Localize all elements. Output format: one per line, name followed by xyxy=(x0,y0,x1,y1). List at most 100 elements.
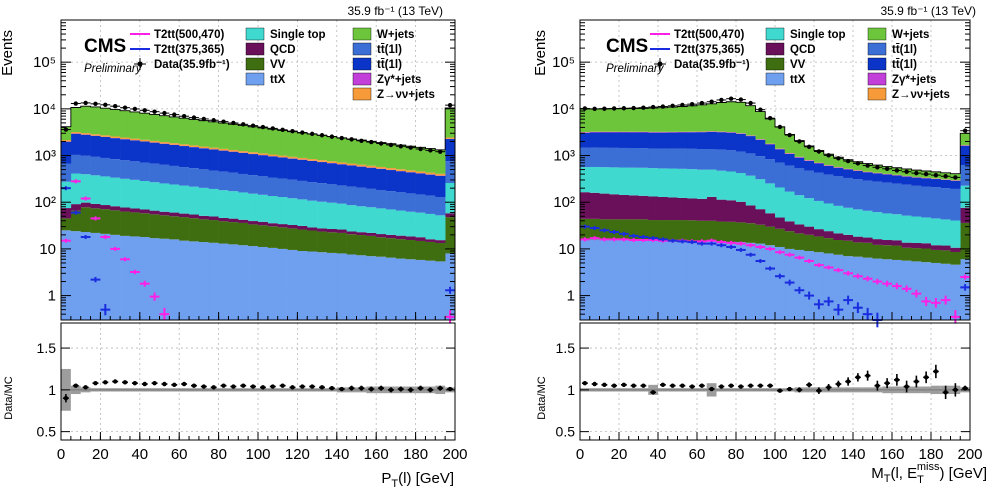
bar-segment xyxy=(267,156,278,178)
bar-segment xyxy=(218,221,229,244)
axes: 0 20 40 60 80 100 120 140 160 180 200 1 10 10² 10³ 10⁴ 1… xyxy=(552,19,983,463)
bar-segment xyxy=(287,179,298,199)
bar-segment xyxy=(248,152,259,154)
bar-segment xyxy=(267,177,278,197)
ratio-point xyxy=(191,383,197,388)
data-point xyxy=(611,106,617,111)
bar-segment xyxy=(687,105,698,132)
bar-segment xyxy=(814,163,825,173)
bar-segment xyxy=(853,256,864,320)
y-tick-label: 10⁴ xyxy=(552,101,575,118)
bar-segment xyxy=(755,111,766,140)
bar-segment xyxy=(784,231,795,249)
bar-segment xyxy=(677,148,688,169)
ratio-point xyxy=(172,382,177,388)
bar-segment xyxy=(415,147,426,172)
bar-segment xyxy=(149,238,160,320)
bar-segment xyxy=(376,208,387,235)
bar-segment xyxy=(120,139,131,161)
bar-segment xyxy=(267,129,278,155)
ratio-uncertainty-band xyxy=(716,388,727,392)
data-point xyxy=(845,158,851,164)
bar-segment xyxy=(589,239,600,320)
bar-segment xyxy=(139,162,150,181)
ratio-point xyxy=(122,380,128,385)
ratio-point xyxy=(836,381,841,387)
bar-segment xyxy=(425,260,436,320)
bar-segment xyxy=(346,234,357,255)
x-tick-label: 80 xyxy=(728,446,745,463)
bar-segment xyxy=(356,255,367,320)
bar-segment xyxy=(921,243,932,249)
legend-swatch xyxy=(137,61,143,67)
bar-segment xyxy=(843,169,854,178)
ratio-uncertainty-band xyxy=(189,388,199,392)
bar-segment xyxy=(745,153,756,176)
bar-segment xyxy=(258,127,269,154)
bar-segment xyxy=(415,194,426,213)
legend-label: T2tt(500,470) xyxy=(154,29,224,41)
bar-segment xyxy=(228,218,239,223)
bar-segment xyxy=(120,160,131,179)
bar-segment xyxy=(346,231,357,235)
ratio-point xyxy=(641,383,646,388)
data-point xyxy=(758,107,763,112)
ratio-point xyxy=(152,380,157,386)
ratio-point xyxy=(280,383,285,388)
ratio-point xyxy=(943,390,948,395)
x-tick-label: 80 xyxy=(210,446,227,463)
bar-segment xyxy=(258,155,269,177)
data-point xyxy=(378,141,384,146)
bar-segment xyxy=(775,246,786,320)
data-point xyxy=(260,124,266,130)
bar-segment xyxy=(677,132,688,149)
ratio-point xyxy=(260,385,266,390)
bar-segment xyxy=(784,221,795,232)
data-point xyxy=(806,144,812,149)
bar-segment xyxy=(386,168,397,170)
x-tick-label: 60 xyxy=(689,446,706,463)
ratio-uncertainty-band xyxy=(853,387,863,393)
bar-segment xyxy=(70,133,81,155)
stacked-background-bars xyxy=(61,105,456,320)
stacked-background-bars xyxy=(580,101,971,320)
legend-label: W+jets xyxy=(892,29,929,41)
ratio-y-tick-label: 1.5 xyxy=(556,340,576,356)
bar-segment xyxy=(169,239,180,320)
bar-segment xyxy=(110,159,121,178)
data-point xyxy=(319,133,325,138)
bar-segment xyxy=(80,133,91,135)
bar-segment xyxy=(90,134,101,136)
bar-segment xyxy=(853,179,864,210)
bar-segment xyxy=(658,220,669,241)
bar-segment xyxy=(110,109,121,137)
data-point xyxy=(93,101,98,107)
ratio-uncertainty-band xyxy=(833,387,844,393)
bar-segment xyxy=(189,147,200,169)
bar-segment xyxy=(100,176,111,206)
bar-segment xyxy=(599,131,610,133)
bar-segment xyxy=(950,264,961,320)
data-point xyxy=(369,139,374,145)
ratio-point xyxy=(438,385,443,391)
bar-segment xyxy=(198,169,210,188)
ratio-uncertainty-band xyxy=(921,386,931,394)
bar-segment xyxy=(61,181,72,209)
bar-segment xyxy=(425,195,436,214)
bar-segment xyxy=(823,165,834,175)
bar-segment xyxy=(599,108,610,132)
bar-segment xyxy=(120,207,131,212)
ratio-y-axis-label: Data/MC xyxy=(3,376,15,419)
bar-segment xyxy=(609,147,620,168)
bar-segment xyxy=(599,193,610,220)
bar-segment xyxy=(129,111,141,139)
bar-segment xyxy=(726,221,737,243)
data-point xyxy=(719,97,724,103)
bar-segment xyxy=(100,135,111,137)
bar-segment xyxy=(61,141,72,164)
bar-segment xyxy=(395,192,407,211)
bar-segment xyxy=(228,124,239,150)
bar-segment xyxy=(794,140,805,157)
bar-segment xyxy=(90,175,101,204)
bar-segment xyxy=(628,108,639,132)
